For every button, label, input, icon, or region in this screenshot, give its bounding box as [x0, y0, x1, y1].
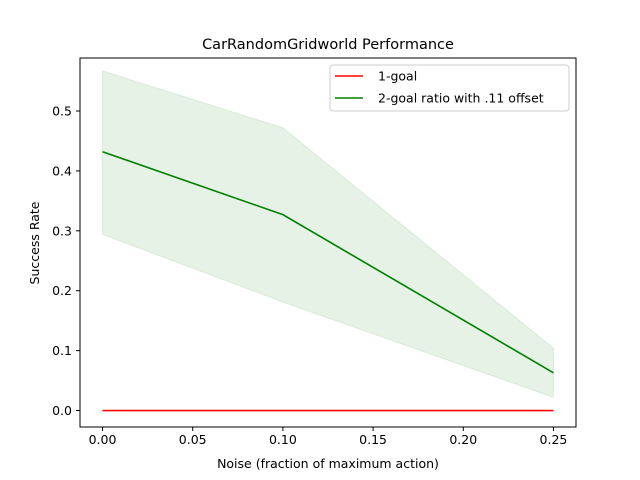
- legend: 1-goal 2-goal ratio with .11 offset: [329, 64, 570, 112]
- confidence-bands: [102, 70, 554, 399]
- x-tick-label: 0.20: [449, 432, 477, 447]
- chart-title: CarRandomGridworld Performance: [202, 37, 454, 53]
- series-line-1: [102, 150, 554, 374]
- legend-entry-1-goal: 1-goal: [378, 69, 417, 84]
- y-tick-label: 0.1: [52, 343, 72, 358]
- x-tick-label: 0.00: [89, 432, 117, 447]
- legend-entry-2-goal: 2-goal ratio with .11 offset: [378, 91, 544, 106]
- x-axis-ticks: 0.00 0.05 0.10 0.15 0.20 0.25: [89, 427, 568, 447]
- y-tick-label: 0.4: [52, 163, 72, 178]
- x-tick-label: 0.05: [179, 432, 207, 447]
- plot-area: [79, 57, 577, 428]
- y-tick-label: 0.3: [52, 223, 72, 238]
- y-tick-label: 0.2: [52, 283, 72, 298]
- x-tick-label: 0.15: [359, 432, 387, 447]
- x-tick-label: 0.25: [540, 432, 568, 447]
- x-tick-label: 0.10: [269, 432, 297, 447]
- y-axis-label: Success Rate: [27, 201, 42, 284]
- y-axis-ticks: 0.0 0.1 0.2 0.3 0.4 0.5: [52, 104, 80, 418]
- series-lines: [102, 150, 554, 412]
- legend-box: [329, 64, 570, 112]
- confidence-band-1: [102, 70, 554, 399]
- y-tick-label: 0.0: [52, 403, 72, 418]
- y-tick-label: 0.5: [52, 104, 72, 119]
- x-axis-label: Noise (fraction of maximum action): [217, 456, 439, 471]
- axes-frame: [79, 57, 577, 428]
